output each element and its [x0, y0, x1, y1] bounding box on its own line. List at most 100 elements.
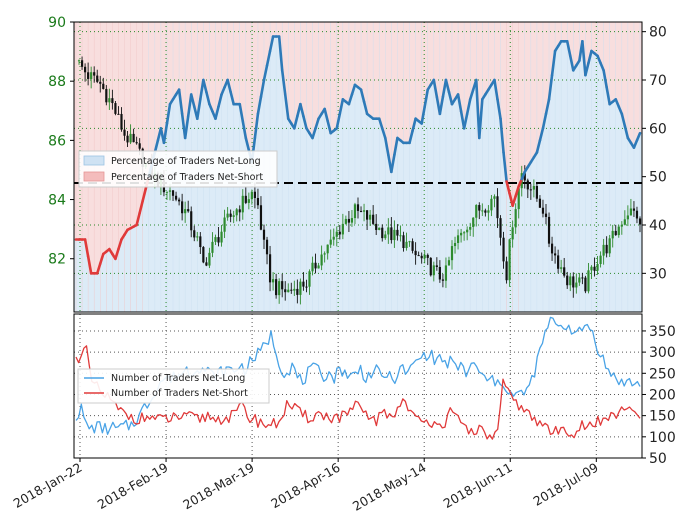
net-long-percent-segment [411, 117, 417, 133]
candle-body [390, 227, 393, 241]
right-axis-tick-label: 40 [649, 218, 667, 234]
candle-body [305, 286, 308, 288]
net-short-fill [598, 22, 603, 64]
net-long-percent-segment [259, 78, 266, 99]
candle-body [538, 198, 542, 208]
upper-legend: Percentage of Traders Net-Long Percentag… [78, 150, 278, 188]
left-axis-tick-label: 90 [48, 15, 66, 31]
candle-body [526, 180, 529, 190]
net-short-fill [574, 22, 579, 66]
legend-swatch-net-long [83, 155, 105, 166]
net-long-percent-segment [177, 88, 184, 116]
net-long-fill [89, 273, 93, 312]
candle-body [205, 262, 208, 266]
net-long-percent-segment [456, 93, 463, 113]
net-long-fill [95, 273, 100, 312]
net-long-fill [113, 258, 118, 312]
net-long-fill [604, 87, 609, 312]
net-short-fill [392, 22, 397, 155]
net-long-percent-segment [581, 40, 587, 77]
candle-body [262, 229, 266, 240]
left-axis-tick-label: 82 [48, 252, 66, 268]
candle-body [569, 276, 572, 286]
net-long-fill [513, 196, 518, 312]
net-long-percent-segment [195, 98, 202, 120]
candle-body [132, 133, 135, 143]
candle-body [281, 281, 284, 290]
net-long-percent-segment [462, 112, 469, 130]
net-long-percent-segment [496, 98, 502, 120]
net-short-fill [337, 22, 342, 114]
net-short-fill [149, 22, 154, 165]
net-short-fill [604, 22, 609, 88]
upper-panel-frame [73, 21, 643, 313]
net-long-percent-segment [602, 69, 608, 89]
candle-body [126, 135, 129, 143]
net-long-percent-segment [347, 93, 354, 106]
net-long-fill [143, 188, 148, 312]
net-long-fill [301, 116, 306, 312]
candle-body [290, 289, 293, 291]
net-long-percent-segment [277, 35, 284, 72]
net-long-fill [125, 229, 130, 312]
candle-body [196, 236, 199, 238]
candle-body [338, 231, 341, 235]
candle-body [423, 254, 426, 259]
candle-body [429, 257, 432, 276]
net-short-fill [465, 22, 469, 114]
net-short-fill [313, 22, 318, 129]
net-long-fill [519, 179, 524, 312]
net-long-percent-segment [502, 151, 508, 183]
candle-body [123, 129, 126, 136]
candle-body [505, 261, 508, 281]
net-short-fill [174, 22, 178, 95]
candle-body [584, 277, 587, 292]
net-long-percent-segment [186, 93, 193, 118]
net-long-fill [265, 65, 269, 312]
candle-body [369, 214, 372, 220]
net-short-fill [544, 22, 548, 114]
net-long-fill [137, 212, 142, 312]
net-long-percent-segment [465, 98, 472, 116]
net-short-fill [610, 22, 615, 102]
net-short-fill [459, 22, 463, 112]
net-short-fill [89, 22, 93, 274]
net-short-percent-segment [135, 211, 141, 227]
net-long-percent-segment [493, 78, 499, 101]
candle-body [405, 241, 408, 249]
candle-body [447, 260, 451, 266]
candle-body [469, 226, 472, 230]
candle-body [105, 88, 108, 103]
net-short-fill [513, 22, 518, 196]
net-long-fill [283, 94, 288, 312]
candle-body [544, 213, 548, 217]
net-long-fill [635, 140, 639, 312]
candle-body [629, 208, 633, 216]
candle-body [557, 255, 560, 269]
net-short-fill [398, 22, 403, 141]
net-long-fill [210, 111, 215, 313]
candle-body [411, 241, 414, 251]
x-axis-date-label: 2018-Apr-16 [268, 460, 342, 511]
candle-body [202, 247, 205, 263]
net-long-percent-segment [183, 114, 190, 140]
legend-label-net-long: Percentage of Traders Net-Long [111, 156, 261, 167]
right-axis-tick-label: 30 [649, 266, 667, 282]
net-long-percent-segment [314, 117, 320, 130]
price-candles [77, 56, 642, 305]
candle-body [275, 279, 278, 296]
net-long-percent-segment [568, 54, 575, 72]
net-long-percent-segment [202, 78, 208, 94]
candle-body [226, 213, 229, 218]
net-short-fill [441, 22, 445, 97]
net-long-percent-segment [420, 105, 427, 125]
candle-body [605, 244, 608, 254]
net-short-fill [507, 22, 512, 194]
candle-body [320, 254, 323, 266]
net-long-percent-segment [302, 114, 308, 130]
candle-body [381, 227, 384, 239]
net-long-percent-segment [238, 102, 245, 123]
net-short-fill [222, 22, 227, 88]
net-long-fill [416, 121, 421, 312]
net-short-fill [550, 22, 554, 76]
